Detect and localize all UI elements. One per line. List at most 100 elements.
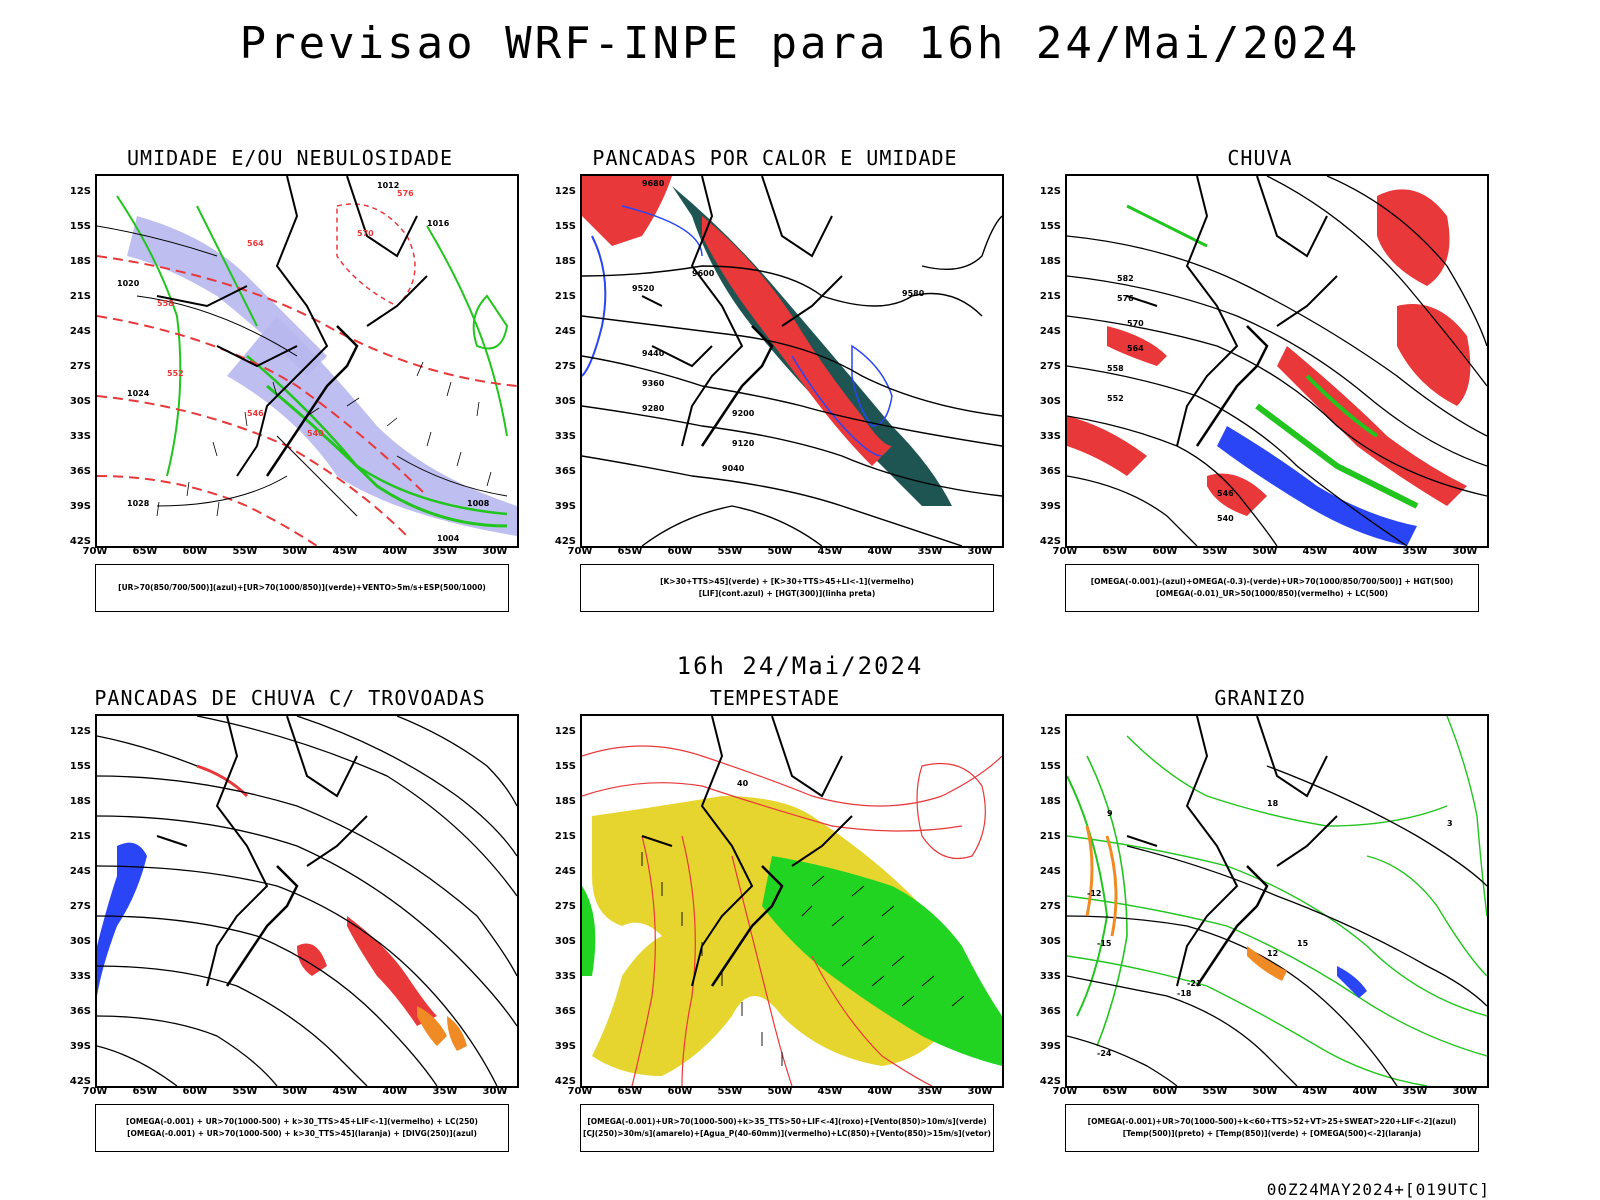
- latitude-label: 36S: [1039, 1006, 1061, 1017]
- latitude-label: 42S: [554, 1076, 576, 1087]
- contour-label: 9120: [732, 439, 755, 448]
- contour-label: 540: [307, 429, 324, 438]
- longitude-label: 65W: [617, 546, 643, 557]
- contour-label: 9580: [902, 289, 925, 298]
- contour-label: 1016: [427, 219, 450, 228]
- longitude-label: 35W: [432, 1086, 458, 1097]
- longitude-label: 70W: [567, 1086, 593, 1097]
- map-graphic: 9680 9600 9520 9440 9360 9280 9200 9120 9040 9580: [582, 176, 1002, 546]
- latitude-label: 21S: [69, 831, 91, 842]
- contour-label: 576: [397, 189, 414, 198]
- contour-label: 558: [157, 299, 174, 308]
- contour-label: 546: [1217, 489, 1234, 498]
- latitude-label: 36S: [69, 466, 91, 477]
- longitude-label: 70W: [82, 546, 108, 557]
- legend-line-2: [OMEGA(-0.001) + UR>70(1000-500) + k>30_…: [127, 1129, 477, 1138]
- latitude-label: 27S: [554, 361, 576, 372]
- latitude-label: 42S: [1039, 1076, 1061, 1087]
- panel-title: CHUVA: [1227, 146, 1293, 170]
- map-pancadas-calor: 9680 9600 9520 9440 9360 9280 9200 9120 9040 9580: [580, 174, 1004, 548]
- longitude-label: 65W: [1102, 546, 1128, 557]
- legend-box: [OMEGA(-0.001)+UR>70(1000-500)+k<60+TTS>…: [1065, 1104, 1479, 1152]
- latitude-label: 15S: [1039, 221, 1061, 232]
- longitude-label: 60W: [667, 546, 693, 557]
- legend-box: [OMEGA(-0.001)-(azul)+OMEGA(-0.3)-(verde…: [1065, 564, 1479, 612]
- longitude-label: 35W: [432, 546, 458, 557]
- run-timestamp: 00Z24MAY2024+[019UTC]: [1266, 1180, 1490, 1199]
- latitude-label: 24S: [69, 326, 91, 337]
- latitude-label: 27S: [554, 901, 576, 912]
- longitude-label: 40W: [867, 546, 893, 557]
- latitude-label: 27S: [69, 361, 91, 372]
- contour-label: -18: [1177, 989, 1192, 998]
- map-graphic: [97, 716, 517, 1086]
- longitude-label: 55W: [1202, 546, 1228, 557]
- contour-label: -21: [1187, 979, 1202, 988]
- map-graphic: 1012 1016 1020 1024 1028 576 570 564 558 552 546 54…: [97, 176, 517, 546]
- latitude-label: 39S: [1039, 501, 1061, 512]
- latitude-label: 21S: [1039, 831, 1061, 842]
- latitude-label: 24S: [554, 326, 576, 337]
- latitude-label: 30S: [1039, 396, 1061, 407]
- longitude-label: 45W: [332, 1086, 358, 1097]
- contour-label: 9040: [722, 464, 745, 473]
- legend-line-2: [CJ(250)>30m/s](amarelo)+[Agua_P(40-60mm…: [583, 1129, 991, 1138]
- longitude-label: 40W: [382, 1086, 408, 1097]
- longitude-label: 35W: [917, 546, 943, 557]
- latitude-label: 36S: [554, 466, 576, 477]
- latitude-label: 15S: [69, 221, 91, 232]
- latitude-label: 30S: [1039, 936, 1061, 947]
- longitude-label: 30W: [482, 1086, 508, 1097]
- contour-label: 1020: [117, 279, 140, 288]
- contour-label: 9200: [732, 409, 755, 418]
- map-tempestade: 40: [580, 714, 1004, 1088]
- contour-label: 9280: [642, 404, 665, 413]
- longitude-label: 55W: [232, 546, 258, 557]
- longitude-label: 55W: [1202, 1086, 1228, 1097]
- contour-label: 1008: [467, 499, 490, 508]
- map-trovoadas: [95, 714, 519, 1088]
- contour-label: 564: [1127, 344, 1144, 353]
- longitude-label: 70W: [1052, 546, 1078, 557]
- latitude-label: 27S: [1039, 361, 1061, 372]
- longitude-label: 70W: [1052, 1086, 1078, 1097]
- subtitle: 16h 24/Mai/2024: [676, 652, 924, 680]
- contour-label: 582: [1117, 274, 1134, 283]
- contour-label: 3: [1447, 819, 1453, 828]
- latitude-label: 33S: [69, 971, 91, 982]
- latitude-label: 21S: [1039, 291, 1061, 302]
- longitude-label: 45W: [1302, 546, 1328, 557]
- longitude-label: 40W: [1352, 546, 1378, 557]
- longitude-label: 55W: [232, 1086, 258, 1097]
- latitude-label: 15S: [69, 761, 91, 772]
- map-granizo: -12 -15 -18 -21 -24 12 15 18 9 3: [1065, 714, 1489, 1088]
- map-graphic: 40: [582, 716, 1002, 1086]
- contour-label: 9360: [642, 379, 665, 388]
- latitude-label: 15S: [1039, 761, 1061, 772]
- longitude-label: 60W: [182, 1086, 208, 1097]
- latitude-label: 12S: [554, 186, 576, 197]
- contour-label: 1028: [127, 499, 150, 508]
- longitude-label: 35W: [1402, 1086, 1428, 1097]
- longitude-label: 60W: [667, 1086, 693, 1097]
- latitude-label: 36S: [554, 1006, 576, 1017]
- latitude-label: 18S: [69, 256, 91, 267]
- longitude-label: 35W: [1402, 546, 1428, 557]
- longitude-label: 45W: [817, 546, 843, 557]
- legend-line-2: [Temp(500)](preto) + [Temp(850)](verde) …: [1122, 1129, 1422, 1138]
- latitude-label: 24S: [554, 866, 576, 877]
- contour-label: 1024: [127, 389, 150, 398]
- longitude-label: 50W: [767, 1086, 793, 1097]
- latitude-label: 36S: [1039, 466, 1061, 477]
- latitude-label: 42S: [69, 1076, 91, 1087]
- panel-title: PANCADAS DE CHUVA C/ TROVOADAS: [94, 686, 486, 710]
- map-graphic: 582 576 570 564 558 552 546 540: [1067, 176, 1487, 546]
- contour-label: 552: [167, 369, 184, 378]
- latitude-label: 15S: [554, 221, 576, 232]
- longitude-label: 65W: [617, 1086, 643, 1097]
- contour-label: 12: [1267, 949, 1278, 958]
- longitude-label: 50W: [767, 546, 793, 557]
- latitude-label: 39S: [69, 1041, 91, 1052]
- map-graphic: -12 -15 -18-21 -24 12 15 18 9 3: [1067, 716, 1487, 1086]
- legend-line-1: [K>30+TTS>45](verde) + [K>30+TTS>45+LI<-…: [660, 577, 914, 586]
